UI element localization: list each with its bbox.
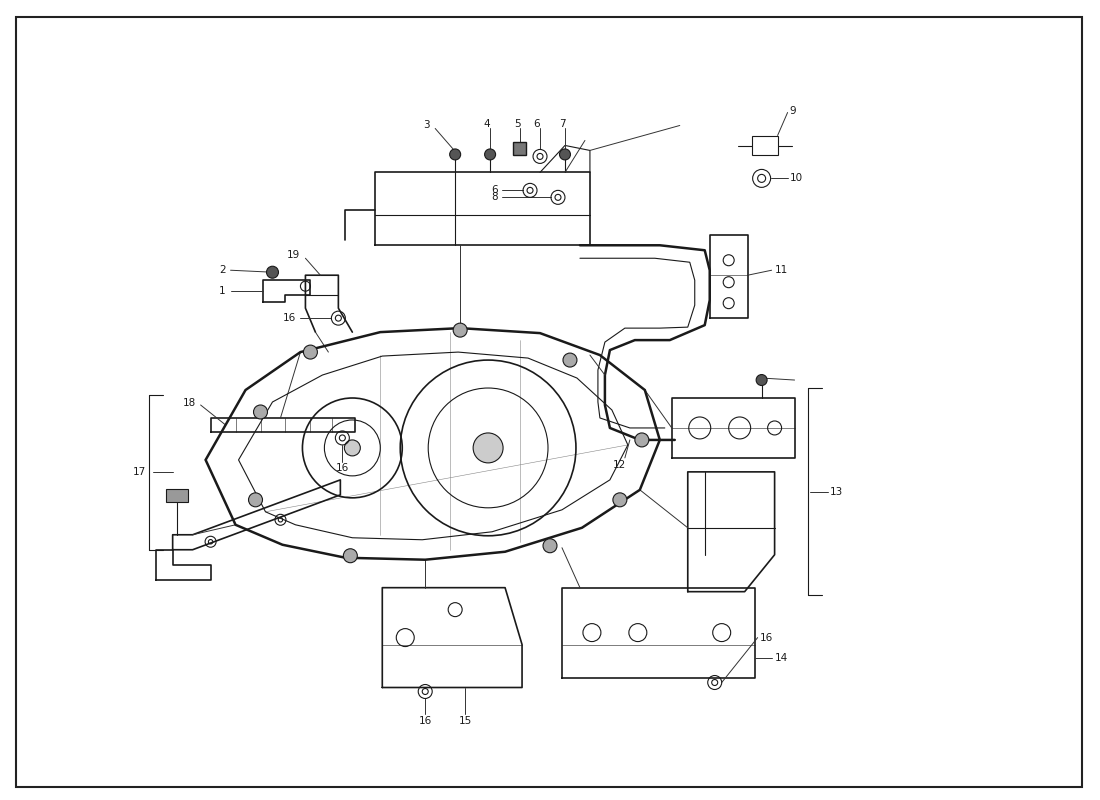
Circle shape xyxy=(613,493,627,507)
Text: 18: 18 xyxy=(183,398,196,408)
Text: 8: 8 xyxy=(492,192,498,202)
Circle shape xyxy=(343,549,358,562)
Text: 16: 16 xyxy=(760,633,773,642)
Text: 1: 1 xyxy=(219,286,225,296)
Circle shape xyxy=(453,323,468,337)
Circle shape xyxy=(304,345,318,359)
Text: 11: 11 xyxy=(774,266,788,275)
Text: 9: 9 xyxy=(790,106,796,115)
Text: 10: 10 xyxy=(790,174,803,183)
Text: 3: 3 xyxy=(424,121,430,130)
Text: 16: 16 xyxy=(336,463,349,473)
Bar xyxy=(166,489,188,502)
Circle shape xyxy=(485,149,496,160)
Text: 5: 5 xyxy=(514,119,520,130)
Text: 16: 16 xyxy=(283,313,296,323)
Text: 13: 13 xyxy=(829,487,843,497)
Circle shape xyxy=(560,149,571,160)
Circle shape xyxy=(543,538,557,553)
Text: 2: 2 xyxy=(219,266,225,275)
Text: 7: 7 xyxy=(559,119,565,130)
Circle shape xyxy=(344,440,361,456)
Circle shape xyxy=(450,149,461,160)
Bar xyxy=(513,142,526,155)
Circle shape xyxy=(249,493,263,507)
Circle shape xyxy=(635,433,649,447)
Circle shape xyxy=(756,374,767,386)
Text: 19: 19 xyxy=(287,250,300,260)
Circle shape xyxy=(563,353,578,367)
Text: 17: 17 xyxy=(132,467,145,477)
Circle shape xyxy=(473,433,503,463)
Text: 15: 15 xyxy=(459,717,472,726)
Text: 6: 6 xyxy=(492,186,498,195)
Circle shape xyxy=(266,266,278,278)
Text: 6: 6 xyxy=(534,119,540,130)
Text: 12: 12 xyxy=(614,460,627,470)
Text: 14: 14 xyxy=(774,653,788,662)
Bar xyxy=(751,137,778,155)
Text: 16: 16 xyxy=(419,717,432,726)
Circle shape xyxy=(253,405,267,419)
Text: 4: 4 xyxy=(484,119,491,130)
